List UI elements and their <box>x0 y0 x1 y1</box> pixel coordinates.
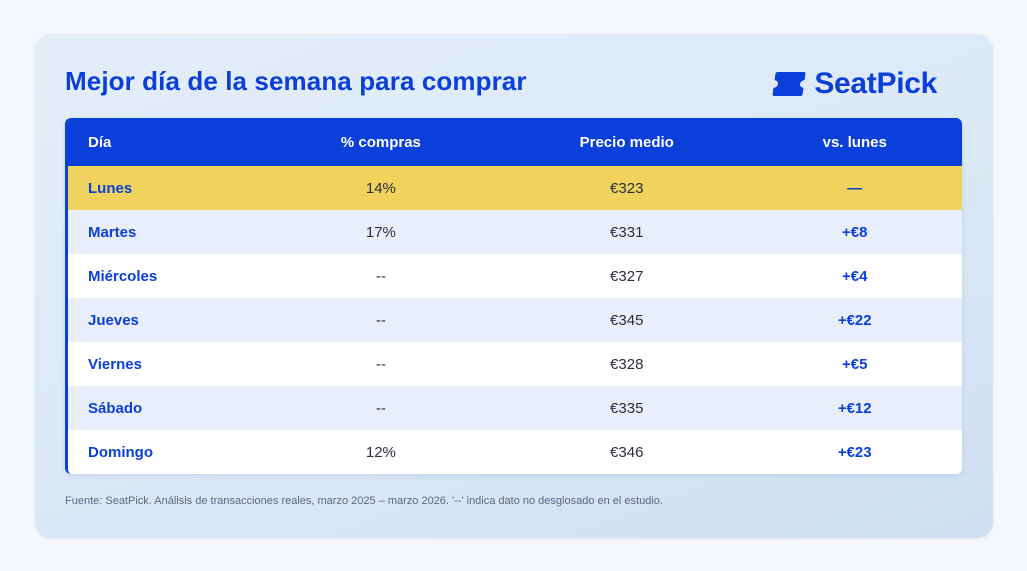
brand-logo: SeatPick <box>772 67 937 101</box>
cell-vs-lunes: +€23 <box>837 443 872 461</box>
cell-compras: -- <box>375 267 386 285</box>
table-row-viernes: Viernes -- €328 +€5 <box>68 342 962 386</box>
cell-compras: 17% <box>365 223 396 241</box>
cell-precio: €328 <box>610 355 644 373</box>
cell-compras: 14% <box>365 179 396 197</box>
cell-vs-lunes: +€22 <box>837 311 872 329</box>
cell-compras: -- <box>375 311 386 329</box>
cell-precio: €331 <box>610 223 644 241</box>
table-row-sábado: Sábado -- €335 +€12 <box>68 386 962 430</box>
table-header-row: Día % compras Precio medio vs. lunes <box>68 118 962 166</box>
page-title: Mejor día de la semana para comprar <box>65 66 527 96</box>
cell-dia: Martes <box>88 223 137 241</box>
cell-dia: Jueves <box>88 311 139 329</box>
table-row-domingo: Domingo 12% €346 +€23 <box>68 430 962 474</box>
column-header-vs-lunes: vs. lunes <box>822 133 887 151</box>
cell-vs-lunes: — <box>847 179 863 197</box>
cell-compras: -- <box>375 399 386 417</box>
data-table: Día % compras Precio medio vs. lunes Lun… <box>68 118 962 474</box>
cell-vs-lunes: +€8 <box>841 223 868 241</box>
chart-card: Mejor día de la semana para comprar Seat… <box>35 34 993 538</box>
cell-dia: Sábado <box>88 399 143 417</box>
cell-dia: Viernes <box>88 355 142 373</box>
column-header-compras: % compras <box>340 133 421 151</box>
cell-precio: €346 <box>610 443 644 461</box>
cell-precio: €335 <box>610 399 644 417</box>
table-row-miércoles: Miércoles -- €327 +€4 <box>68 254 962 298</box>
cell-dia: Miércoles <box>88 267 158 285</box>
cell-dia: Domingo <box>88 443 153 461</box>
brand-name: SeatPick <box>814 67 937 100</box>
table-row-lunes: Lunes 14% €323 — <box>68 166 962 210</box>
cell-precio: €345 <box>610 311 644 329</box>
cell-vs-lunes: +€4 <box>841 267 868 285</box>
cell-dia: Lunes <box>88 179 133 197</box>
cell-compras: -- <box>375 355 386 373</box>
cell-precio: €327 <box>610 267 644 285</box>
column-header-dia: Día <box>88 133 112 151</box>
cell-precio: €323 <box>610 179 644 197</box>
cell-vs-lunes: +€5 <box>841 355 868 373</box>
data-table-container: Día % compras Precio medio vs. lunes Lun… <box>65 118 962 474</box>
cell-compras: 12% <box>365 443 396 461</box>
cell-vs-lunes: +€12 <box>837 399 872 417</box>
table-row-martes: Martes 17% €331 +€8 <box>68 210 962 254</box>
table-body: Lunes 14% €323 — Martes 17% €331 +€8 Miércoles --… <box>68 166 962 474</box>
table-row-jueves: Jueves -- €345 +€22 <box>68 298 962 342</box>
column-header-precio: Precio medio <box>579 133 674 151</box>
ticket-icon <box>772 72 806 96</box>
source-footnote: Fuente: SeatPick. Análisis de transaccio… <box>65 495 663 507</box>
